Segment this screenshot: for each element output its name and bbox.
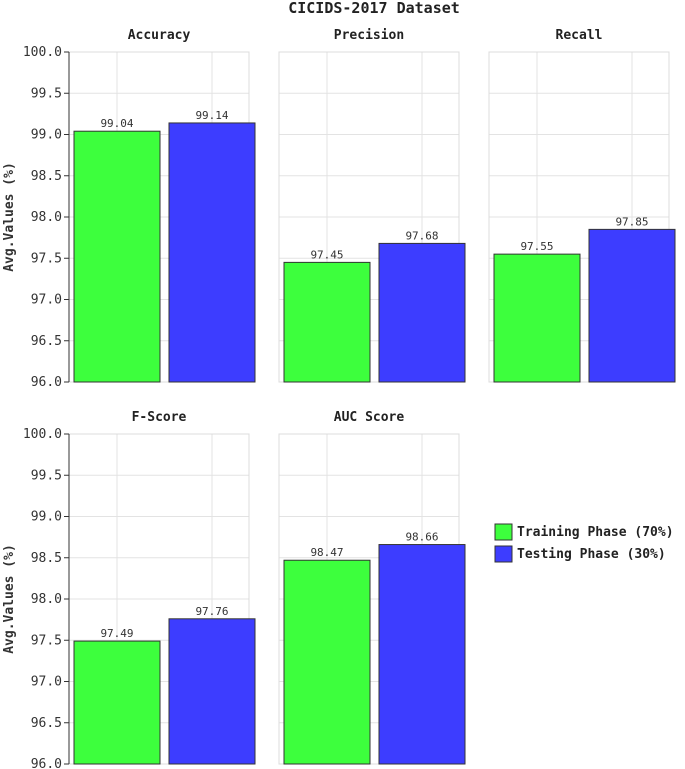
- y-tick-label: 97.0: [31, 675, 62, 690]
- panel-auc-score: AUC Score 98.47 98.66: [278, 410, 466, 765]
- y-tick-label: 100.0: [23, 45, 62, 60]
- y-tick-label: 100.0: [23, 427, 62, 442]
- y-tick-label: 97.0: [31, 293, 62, 308]
- bar-training: [73, 130, 161, 383]
- y-tick-label: 98.5: [31, 551, 62, 566]
- data-label: 97.76: [195, 605, 228, 618]
- y-tick-label: 99.0: [31, 510, 62, 525]
- data-label: 97.55: [520, 240, 553, 253]
- bar-testing: [378, 544, 466, 765]
- panel-title: Accuracy: [128, 28, 191, 43]
- legend-swatch: [494, 545, 513, 563]
- y-tick-label: 99.0: [31, 128, 62, 143]
- y-tick-label: 96.5: [31, 716, 62, 731]
- panel-precision: Precision 97.45 97.68: [278, 28, 466, 383]
- panels: Accuracy 99.04 99.14 96.0 96.5 97.0 97.5 98.0 98…: [2, 28, 676, 769]
- y-tick-label: 96.5: [31, 334, 62, 349]
- data-label: 98.47: [310, 546, 343, 559]
- legend-item-training: Training Phase (70%): [494, 523, 674, 541]
- bar-training: [73, 640, 161, 765]
- legend-item-testing: Testing Phase (30%): [494, 545, 666, 563]
- panel-accuracy: Accuracy 99.04 99.14 96.0 96.5 97.0 97.5 98.0 98…: [2, 28, 256, 390]
- data-label: 97.68: [405, 229, 438, 242]
- panel-title: Precision: [334, 28, 404, 43]
- panel-title: AUC Score: [334, 410, 405, 425]
- y-tick-label: 99.5: [31, 468, 62, 483]
- y-tick-label: 98.0: [31, 592, 62, 607]
- y-axis-label: Avg.Values (%): [2, 162, 17, 272]
- bar-training: [493, 253, 581, 383]
- y-tick-label: 96.0: [31, 757, 62, 769]
- bar-training: [283, 559, 371, 765]
- legend-label: Testing Phase (30%): [517, 547, 666, 562]
- y-tick-label: 98.0: [31, 210, 62, 225]
- legend-label: Training Phase (70%): [517, 525, 674, 540]
- y-axis-label: Avg.Values (%): [2, 544, 17, 654]
- panel-title: Recall: [556, 28, 603, 43]
- chart-title: CICIDS-2017 Dataset: [288, 0, 460, 17]
- legend: Training Phase (70%) Testing Phase (30%): [494, 523, 674, 563]
- data-label: 98.66: [405, 531, 438, 544]
- y-tick-label: 97.5: [31, 633, 62, 648]
- y-tick-label: 99.5: [31, 86, 62, 101]
- bar-testing: [378, 242, 466, 383]
- y-tick-label: 98.5: [31, 169, 62, 184]
- legend-swatch: [494, 523, 513, 541]
- bar-testing: [168, 122, 256, 383]
- panel-title: F-Score: [132, 410, 187, 425]
- data-label: 97.85: [615, 215, 648, 228]
- data-label: 99.14: [195, 109, 228, 122]
- panel-recall: Recall 97.55 97.85: [488, 28, 676, 383]
- bar-training: [283, 261, 371, 383]
- bar-testing: [168, 618, 256, 765]
- y-tick-label: 96.0: [31, 375, 62, 390]
- panel-f-score: F-Score 97.49 97.76 96.0 96.5 97.0 97.5 98.0 98.…: [2, 410, 256, 769]
- y-tick-label: 97.5: [31, 251, 62, 266]
- bar-testing: [588, 228, 676, 383]
- data-label: 97.49: [100, 627, 133, 640]
- data-label: 99.04: [100, 117, 133, 130]
- data-label: 97.45: [310, 248, 343, 261]
